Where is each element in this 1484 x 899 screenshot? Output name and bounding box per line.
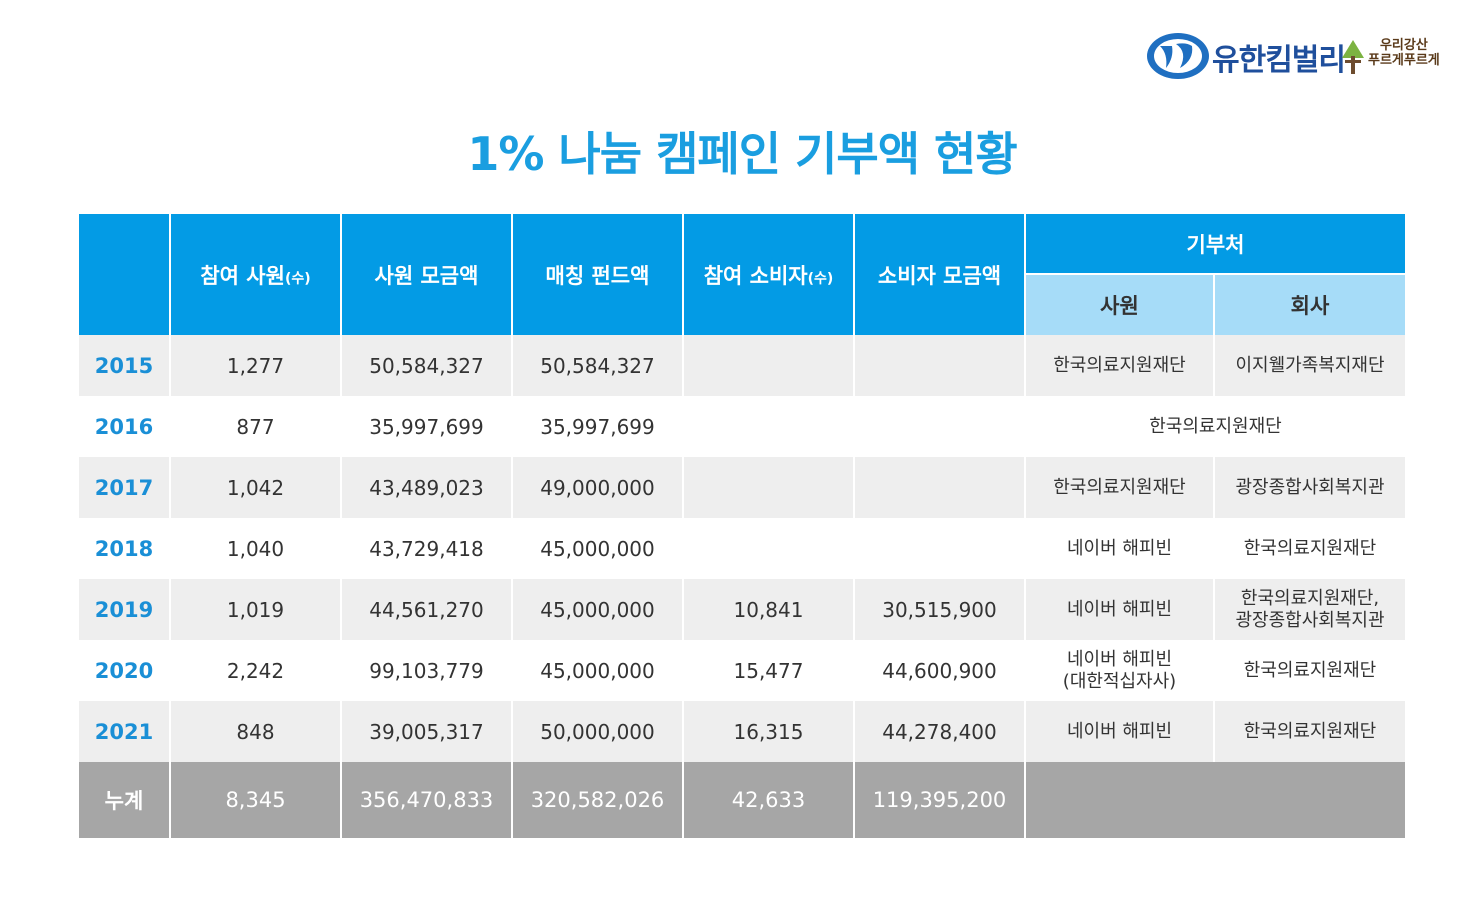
donee-company-cell: 한국의료지원재단 bbox=[1213, 701, 1405, 762]
consumer-fund-cell bbox=[853, 335, 1026, 396]
year-cell: 2017 bbox=[79, 457, 171, 518]
donee-company-cell: 광장종합사회복지관 bbox=[1213, 457, 1405, 518]
matching-fund-cell: 45,000,000 bbox=[511, 640, 684, 701]
consumers-cell: 16,315 bbox=[682, 701, 855, 762]
matching-fund-cell: 45,000,000 bbox=[511, 579, 684, 640]
consumer-fund-cell bbox=[853, 457, 1026, 518]
tree-icon bbox=[1342, 40, 1364, 74]
header-donee-employee: 사원 bbox=[1024, 273, 1215, 335]
matching-fund-cell: 50,584,327 bbox=[511, 335, 684, 396]
donee-employee-cell: 네이버 해피빈 bbox=[1024, 701, 1215, 762]
header-donee-company: 회사 bbox=[1213, 273, 1405, 335]
table-row: 2015 1,277 50,584,327 50,584,327 한국의료지원재… bbox=[79, 335, 1405, 396]
table-row: 2021 848 39,005,317 50,000,000 16,315 44… bbox=[79, 701, 1405, 762]
donee-company-line1: 한국의료지원재단, bbox=[1240, 587, 1380, 609]
yuhan-kimberly-logo-icon bbox=[1147, 33, 1209, 79]
header-consumers: 참여 소비자(수) bbox=[682, 214, 855, 335]
employees-cell: 1,277 bbox=[169, 335, 342, 396]
total-row: 누계 8,345 356,470,833 320,582,026 42,633 … bbox=[79, 762, 1405, 838]
donee-company-cell: 한국의료지원재단, 광장종합사회복지관 bbox=[1213, 579, 1405, 640]
total-label: 누계 bbox=[79, 762, 171, 838]
header-year bbox=[79, 214, 171, 335]
year-cell: 2019 bbox=[79, 579, 171, 640]
matching-fund-cell: 49,000,000 bbox=[511, 457, 684, 518]
page-title: 1% 나눔 캠페인 기부액 현황 bbox=[467, 127, 1017, 181]
donee-employee-cell: 네이버 해피빈 (대한적십자사) bbox=[1024, 640, 1215, 701]
total-consumers: 42,633 bbox=[682, 762, 855, 838]
employees-cell: 1,019 bbox=[169, 579, 342, 640]
header-matching-fund: 매칭 펀드액 bbox=[511, 214, 684, 335]
employees-cell: 877 bbox=[169, 396, 342, 457]
employee-fund-cell: 35,997,699 bbox=[340, 396, 513, 457]
table-row: 2016 877 35,997,699 35,997,699 한국의료지원재단 bbox=[79, 396, 1405, 457]
table-row: 2018 1,040 43,729,418 45,000,000 네이버 해피빈… bbox=[79, 518, 1405, 579]
logo-slogan-line2: 푸르게푸르게 bbox=[1368, 53, 1440, 68]
employee-fund-cell: 39,005,317 bbox=[340, 701, 513, 762]
donee-employee-cell: 한국의료지원재단 bbox=[1024, 335, 1215, 396]
employees-cell: 848 bbox=[169, 701, 342, 762]
donee-company-line2: 광장종합사회복지관 bbox=[1235, 609, 1385, 631]
company-logo: 유한킴벌리 우리강산 푸르게푸르게 bbox=[1146, 32, 1452, 80]
table-row: 2017 1,042 43,489,023 49,000,000 한국의료지원재… bbox=[79, 457, 1405, 518]
donee-employee-cell: 네이버 해피빈 bbox=[1024, 518, 1215, 579]
header-donee: 기부처 bbox=[1024, 214, 1405, 274]
header-employees-unit: (수) bbox=[284, 270, 311, 287]
donee-company-cell: 한국의료지원재단 bbox=[1213, 518, 1405, 579]
consumers-cell bbox=[682, 457, 855, 518]
donee-company-cell: 한국의료지원재단 bbox=[1213, 640, 1405, 701]
table-row: 2019 1,019 44,561,270 45,000,000 10,841 … bbox=[79, 579, 1405, 640]
year-cell: 2016 bbox=[79, 396, 171, 457]
consumer-fund-cell bbox=[853, 396, 1026, 457]
table-row: 2020 2,242 99,103,779 45,000,000 15,477 … bbox=[79, 640, 1405, 701]
donee-company-cell: 이지웰가족복지재단 bbox=[1213, 335, 1405, 396]
donee-employee-cell: 네이버 해피빈 bbox=[1024, 579, 1215, 640]
total-matching-fund: 320,582,026 bbox=[511, 762, 684, 838]
consumer-fund-cell: 44,600,900 bbox=[853, 640, 1026, 701]
donee-employee-cell: 한국의료지원재단 bbox=[1024, 457, 1215, 518]
donee-employee-line1: 네이버 해피빈 bbox=[1066, 648, 1173, 670]
donation-table: 참여 사원(수) 사원 모금액 매칭 펀드액 참여 소비자(수) 소비자 모금액… bbox=[79, 214, 1405, 838]
matching-fund-cell: 35,997,699 bbox=[511, 396, 684, 457]
logo-name: 유한킴벌리 bbox=[1212, 43, 1346, 78]
header-employees: 참여 사원(수) bbox=[169, 214, 342, 335]
consumer-fund-cell: 30,515,900 bbox=[853, 579, 1026, 640]
header-employee-fund: 사원 모금액 bbox=[340, 214, 513, 335]
total-consumer-fund: 119,395,200 bbox=[853, 762, 1026, 838]
total-donee-blank bbox=[1024, 762, 1405, 838]
year-cell: 2020 bbox=[79, 640, 171, 701]
employees-cell: 1,042 bbox=[169, 457, 342, 518]
consumer-fund-cell bbox=[853, 518, 1026, 579]
year-cell: 2018 bbox=[79, 518, 171, 579]
donee-employee-line2: (대한적십자사) bbox=[1062, 670, 1177, 692]
year-cell: 2015 bbox=[79, 335, 171, 396]
employee-fund-cell: 43,489,023 bbox=[340, 457, 513, 518]
matching-fund-cell: 50,000,000 bbox=[511, 701, 684, 762]
consumers-cell: 10,841 bbox=[682, 579, 855, 640]
total-employees: 8,345 bbox=[169, 762, 342, 838]
header-consumer-fund: 소비자 모금액 bbox=[853, 214, 1026, 335]
employee-fund-cell: 50,584,327 bbox=[340, 335, 513, 396]
header-consumers-unit: (수) bbox=[807, 270, 834, 287]
consumers-cell bbox=[682, 518, 855, 579]
employee-fund-cell: 44,561,270 bbox=[340, 579, 513, 640]
consumers-cell bbox=[682, 396, 855, 457]
matching-fund-cell: 45,000,000 bbox=[511, 518, 684, 579]
consumers-cell bbox=[682, 335, 855, 396]
employees-cell: 1,040 bbox=[169, 518, 342, 579]
donee-combined-cell: 한국의료지원재단 bbox=[1024, 396, 1405, 457]
logo-slogan: 우리강산 푸르게푸르게 bbox=[1368, 38, 1440, 68]
header-employees-label: 참여 사원 bbox=[200, 263, 285, 288]
employee-fund-cell: 43,729,418 bbox=[340, 518, 513, 579]
employees-cell: 2,242 bbox=[169, 640, 342, 701]
employee-fund-cell: 99,103,779 bbox=[340, 640, 513, 701]
total-employee-fund: 356,470,833 bbox=[340, 762, 513, 838]
year-cell: 2021 bbox=[79, 701, 171, 762]
consumers-cell: 15,477 bbox=[682, 640, 855, 701]
consumer-fund-cell: 44,278,400 bbox=[853, 701, 1026, 762]
logo-slogan-line1: 우리강산 bbox=[1379, 38, 1428, 53]
header-consumers-label: 참여 소비자 bbox=[703, 263, 808, 288]
